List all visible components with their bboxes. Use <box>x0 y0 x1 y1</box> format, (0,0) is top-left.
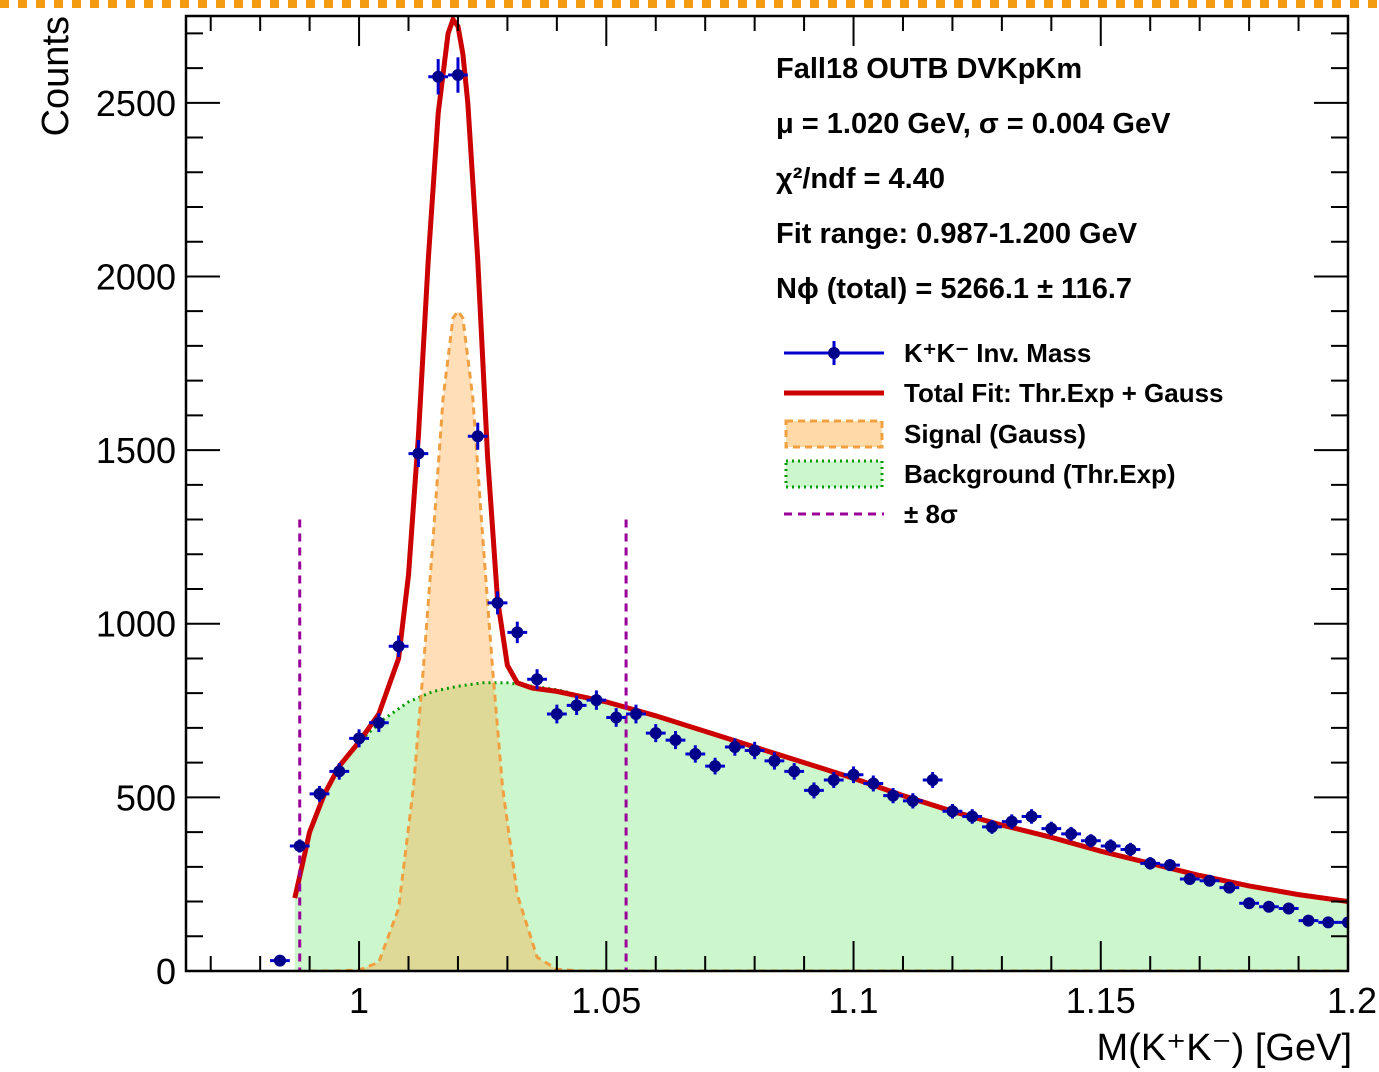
plot-frame <box>184 14 1350 973</box>
y-axis-title: Counts <box>35 16 77 136</box>
y-tick-label: 500 <box>116 777 176 818</box>
info-line-chi2: χ²/ndf = 4.40 <box>776 163 945 195</box>
data-point <box>586 690 607 710</box>
signal-fit-line <box>309 308 1348 971</box>
data-point <box>1041 821 1062 836</box>
data-point <box>566 695 587 716</box>
data-point <box>626 704 646 724</box>
data-point <box>448 57 468 93</box>
legend-label-sigma: ± 8σ <box>904 499 958 529</box>
legend-entry-data: K⁺K⁻ Inv. Mass <box>784 338 1091 368</box>
axis-ticks <box>186 16 1349 972</box>
data-point <box>606 708 627 727</box>
data-point <box>408 440 429 468</box>
legend-label-data: K⁺K⁻ Inv. Mass <box>904 338 1091 368</box>
legend-label-signal: Signal (Gauss) <box>904 419 1086 449</box>
data-point <box>1140 857 1161 870</box>
x-tick-label: 1.15 <box>1066 980 1136 1021</box>
data-point <box>329 762 350 780</box>
data-point <box>823 772 844 788</box>
data-point <box>1080 834 1101 848</box>
legend-entry-total-fit: Total Fit: Thr.Exp + Gauss <box>784 378 1224 408</box>
info-line-dataset: Fall18 OUTB DVKpKm <box>776 53 1082 85</box>
legend-entry-sigma: ± 8σ <box>784 499 958 529</box>
x-tick-label: 1.1 <box>829 980 879 1021</box>
y-tick-label: 1500 <box>96 430 176 471</box>
x-axis-title: M(K⁺K⁻) [GeV] <box>1097 1027 1352 1069</box>
data-point <box>1219 881 1240 894</box>
data-point <box>368 713 389 733</box>
fit-info-block: Fall18 OUTB DVKpKm μ = 1.020 GeV, σ = 0.… <box>776 53 1171 305</box>
info-line-yield: Nϕ (total) = 5266.1 ± 116.7 <box>776 273 1132 305</box>
x-tick-label: 1 <box>349 980 369 1021</box>
data-point <box>467 422 488 450</box>
x-tick-label: 1.05 <box>571 980 641 1021</box>
data-point <box>1298 914 1319 927</box>
data-point <box>724 738 745 756</box>
data-point <box>1179 872 1200 885</box>
data-point <box>1061 826 1081 841</box>
data-point <box>309 785 330 802</box>
data-point <box>744 741 765 760</box>
data-point <box>665 731 686 750</box>
y-tick-label: 1000 <box>96 604 176 645</box>
data-point <box>1258 900 1279 913</box>
y-tick-label: 2000 <box>96 256 176 297</box>
data-point <box>1160 859 1180 872</box>
data-point <box>1338 916 1348 929</box>
data-point <box>1199 874 1220 887</box>
data-point <box>1278 902 1299 915</box>
legend-marker-icon <box>828 347 840 359</box>
data-point <box>289 839 310 853</box>
data-point <box>1100 839 1121 853</box>
data-point <box>942 803 963 819</box>
data-point <box>843 766 864 784</box>
data-point <box>1001 814 1022 829</box>
data-point <box>349 729 369 748</box>
total-fit-line <box>292 16 1348 904</box>
data-point <box>784 762 805 780</box>
data-point <box>1120 842 1141 857</box>
data-point <box>546 704 567 724</box>
data-point <box>1239 897 1259 910</box>
data-point <box>764 752 785 770</box>
data-point <box>902 793 923 809</box>
signal-fill-area <box>309 311 1348 971</box>
data-point <box>1021 809 1042 824</box>
y-tick-labels: 0 500 1000 1500 2000 2500 <box>96 83 176 992</box>
data-point <box>982 819 1002 834</box>
data-point <box>962 809 983 824</box>
x-tick-labels: 1 1.05 1.1 1.15 1.2 <box>349 980 1377 1021</box>
data-point <box>270 954 290 967</box>
info-line-mu-sigma: μ = 1.020 GeV, σ = 0.004 GeV <box>776 108 1171 140</box>
data-point <box>883 787 903 804</box>
data-point <box>922 772 943 788</box>
background-fill-area <box>294 682 1348 971</box>
data-point <box>527 669 547 690</box>
legend-label-total-fit: Total Fit: Thr.Exp + Gauss <box>904 378 1224 408</box>
data-point <box>804 782 824 799</box>
legend-entry-background: Background (Thr.Exp) <box>784 459 1176 489</box>
data-point <box>645 724 666 743</box>
x-tick-label: 1.2 <box>1327 980 1377 1021</box>
legend-entry-signal: Signal (Gauss) <box>784 419 1086 449</box>
info-line-fit-range: Fit range: 0.987-1.200 GeV <box>776 218 1138 250</box>
y-tick-label: 0 <box>156 951 176 992</box>
legend-label-background: Background (Thr.Exp) <box>904 459 1176 489</box>
legend: K⁺K⁻ Inv. Mass Total Fit: Thr.Exp + Gaus… <box>784 338 1224 529</box>
data-point <box>863 775 884 792</box>
data-point <box>705 757 725 775</box>
data-point <box>507 621 528 644</box>
y-tick-label: 2500 <box>96 83 176 124</box>
data-point <box>388 635 409 658</box>
data-points <box>270 57 1348 967</box>
data-point <box>685 745 706 763</box>
data-point <box>1318 916 1339 929</box>
data-point <box>487 591 508 615</box>
data-point <box>428 59 449 95</box>
